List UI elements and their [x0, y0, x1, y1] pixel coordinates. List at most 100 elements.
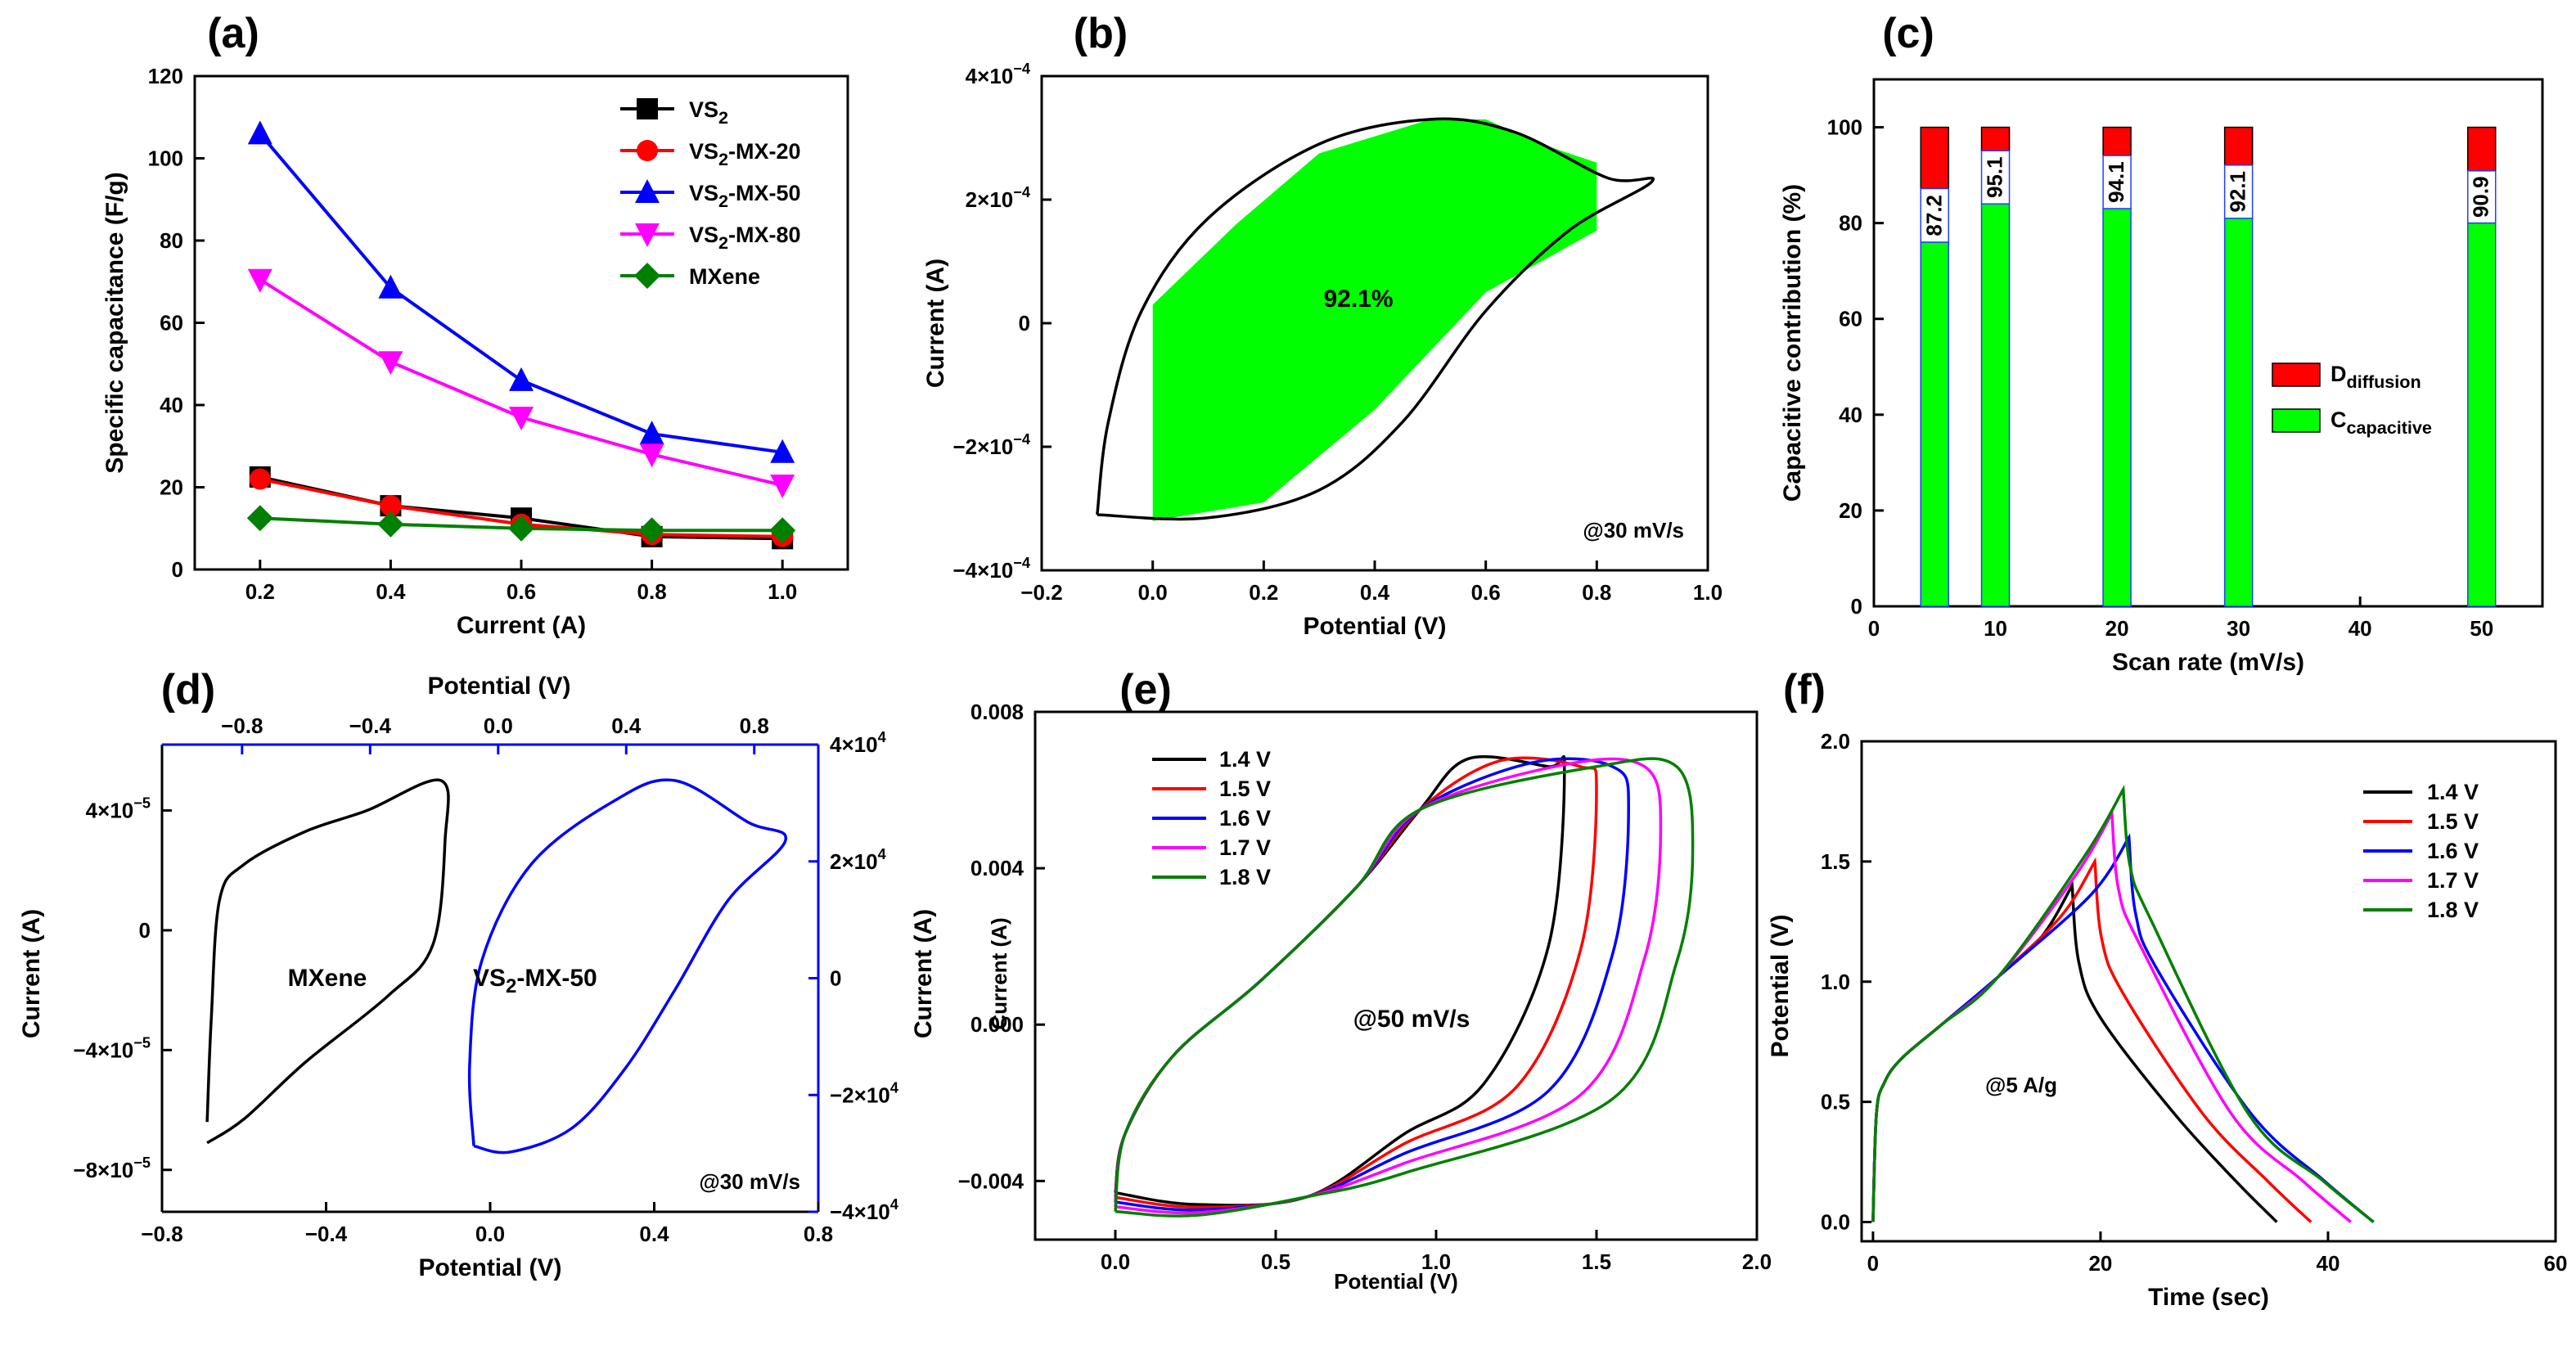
bar-diffusion-c — [1980, 126, 2011, 151]
legend-marker-a — [637, 140, 658, 161]
x-tick-label-a: 0.4 — [376, 579, 406, 604]
legend-label-a-sub: 2 — [718, 107, 728, 128]
plot-frame-e — [1034, 710, 1759, 1241]
data-point-a — [638, 517, 665, 544]
y-tick-label-b-main: 2×10 — [966, 187, 1014, 212]
y-tick-label-a: 0 — [172, 557, 183, 582]
x-tick-label-c: 20 — [2105, 616, 2129, 641]
legend-label-a: VS2-MX-80 — [689, 223, 801, 253]
panel-label-b: (b) — [1074, 10, 1128, 57]
legend-label-a-suffix: -MX-20 — [728, 139, 801, 164]
data-point-a — [639, 421, 664, 445]
y-tick-label-d-exp: −5 — [133, 1155, 151, 1171]
y-tick-label-b-exp: −4 — [1013, 184, 1031, 200]
y-tick-label-c: 100 — [1827, 115, 1862, 140]
y-right-tick-label-d-main: −2×10 — [830, 1083, 890, 1107]
y-tick-label-b: −2×10−4 — [953, 431, 1031, 459]
panel-label-a: (a) — [207, 10, 259, 57]
x-tick-label-a: 1.0 — [768, 579, 797, 604]
bar-value-label-c: 94.1 — [2104, 161, 2128, 203]
bar-value-label-c: 92.1 — [2226, 171, 2250, 213]
x-tick-label-e: 1.5 — [1582, 1249, 1611, 1274]
y-tick-label-b: 2×10−4 — [966, 184, 1031, 212]
x-tick-label-f: 40 — [2317, 1251, 2340, 1276]
x-axis-label-e: Potential (V) — [1334, 1269, 1458, 1294]
y-axis-label-e: Current (A) — [987, 917, 1011, 1029]
bar-capacitive-c — [2466, 222, 2497, 607]
legend-label-c-sub: capacitive — [2347, 417, 2432, 438]
bar-label-band-c — [1980, 150, 2011, 205]
x-tick-label-d: 0.8 — [804, 1222, 833, 1246]
x-tick-label-c: 40 — [2349, 616, 2372, 641]
y-tick-label-e: −0.004 — [958, 1168, 1025, 1193]
panel-f: (f) 0 20 40 60 0.0 0.5 1.0 1.5 2.0 Time (sec) Poten… — [1767, 666, 2567, 1311]
x-tick-label-a: 0.8 — [637, 579, 667, 604]
legend-label-e: 1.6 V — [1219, 806, 1271, 831]
scan-rate-note-d: @30 mV/s — [699, 1169, 800, 1194]
legend-label-a: VS2-MX-50 — [689, 181, 801, 211]
y-right-tick-label-d-main: 0 — [830, 966, 841, 991]
y-tick-label-a: 80 — [160, 228, 183, 253]
y-tick-label-f: 0.0 — [1821, 1210, 1850, 1235]
data-point-a — [246, 505, 273, 532]
legend-label-a-main: MXene — [689, 264, 760, 289]
y-tick-label-d: −4×10−5 — [74, 1034, 151, 1062]
x-tick-label-e: 0.0 — [1101, 1249, 1130, 1274]
y-tick-label-d-main: −4×10 — [74, 1038, 134, 1062]
legend-swatch-c — [2272, 408, 2321, 433]
y-right-tick-label-d-exp: 4 — [890, 1196, 899, 1213]
panel-label-f: (f) — [1783, 666, 1826, 714]
data-point-a — [508, 515, 534, 542]
y-axis-label-c: Capacitive contribution (%) — [1779, 184, 1806, 502]
x-tick-label-d: −0.4 — [305, 1222, 348, 1246]
data-point-a — [377, 511, 404, 538]
plot-frame-c — [1872, 78, 2544, 608]
bar-label-band-c — [2223, 164, 2254, 219]
y-right-tick-label-d: −4×104 — [830, 1196, 899, 1224]
y-tick-label-b: 4×10−4 — [966, 61, 1031, 88]
y-right-tick-label-d-main: −4×10 — [830, 1200, 890, 1224]
y-tick-label-a: 100 — [148, 146, 183, 171]
data-point-a — [509, 407, 534, 431]
x-axis-label-d: Potential (V) — [418, 1254, 561, 1281]
cv-curve-e — [1114, 757, 1630, 1212]
y-tick-label-e: 0.008 — [971, 700, 1024, 724]
y-tick-label-d: −8×10−5 — [74, 1155, 151, 1182]
y-tick-label-e: 0.004 — [971, 856, 1025, 880]
legend-marker-a — [635, 179, 660, 203]
legend-label-a-suffix: -MX-50 — [728, 181, 801, 205]
plot-frame-f — [1860, 740, 2557, 1243]
y-tick-label-c: 80 — [1839, 211, 1862, 236]
legend-label-e: 1.5 V — [1219, 777, 1271, 801]
y-right-tick-label-d: −2×104 — [830, 1079, 899, 1107]
capacitive-area-b — [1152, 119, 1597, 521]
y-tick-label-c: 0 — [1851, 594, 1862, 619]
x-tick-label-d: 0.0 — [475, 1222, 505, 1246]
legend-label-a-main: VS — [689, 97, 718, 122]
x-tick-label-b: 0.6 — [1471, 580, 1501, 605]
legend-label-e: 1.7 V — [1219, 835, 1271, 860]
y-tick-label-c: 60 — [1839, 307, 1862, 331]
x-tick-label-f: 0 — [1867, 1251, 1879, 1276]
label-vs2-d-main: VS — [473, 965, 506, 992]
bar-diffusion-c — [2223, 126, 2254, 166]
gcd-curve-f — [1871, 785, 2375, 1223]
legend-label-c-sub: diffusion — [2347, 371, 2421, 392]
cv-curve-vs2-d — [467, 778, 787, 1155]
panel-e: (e) 0.0 0.5 1.0 1.5 2.0 −0.004 0.000 0.004 0.008 P… — [958, 666, 1772, 1294]
x-tick-label-b: 0.8 — [1582, 580, 1611, 605]
panel-label-e: (e) — [1119, 666, 1172, 714]
x-axis-label-c: Scan rate (mV/s) — [2112, 649, 2304, 676]
cv-curve-e — [1114, 757, 1695, 1218]
legend-label-f: 1.7 V — [2427, 868, 2479, 893]
label-vs2-d-suffix: -MX-50 — [516, 965, 597, 992]
legend-label-a: MXene — [689, 264, 760, 289]
y-right-tick-label-d-main: 2×10 — [830, 849, 878, 874]
legend-label-f: 1.8 V — [2427, 898, 2479, 922]
y-right-tick-label-d-exp: 4 — [890, 1079, 899, 1096]
x-tick-label-b: 0.4 — [1360, 580, 1390, 605]
scan-rate-note-b: @30 mV/s — [1583, 518, 1684, 542]
bar-value-label-c: 95.1 — [1983, 156, 2007, 198]
cv-curve-b — [1096, 117, 1655, 521]
